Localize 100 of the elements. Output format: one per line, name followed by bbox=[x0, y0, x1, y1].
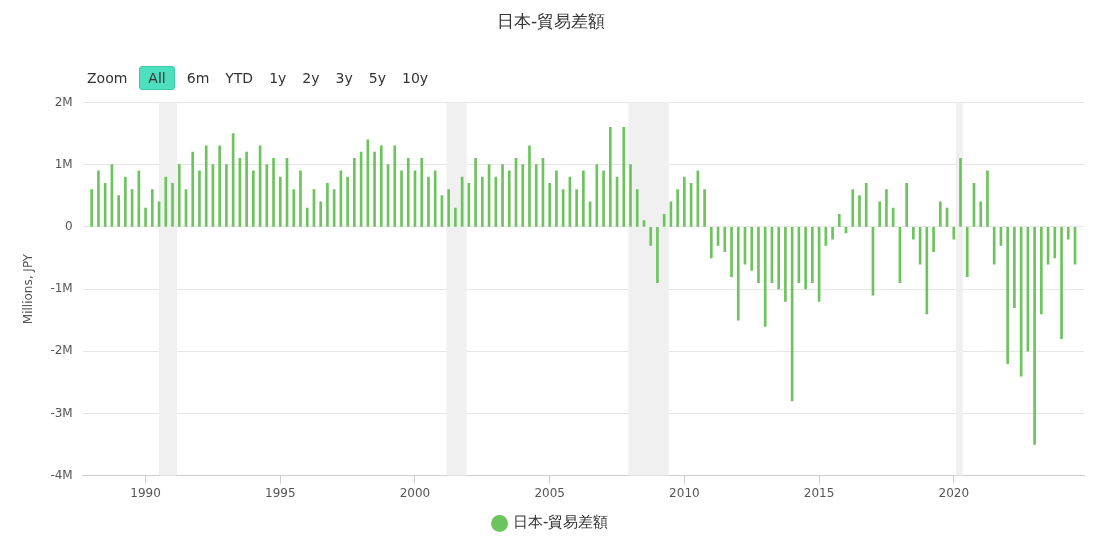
bar bbox=[90, 189, 94, 227]
bar bbox=[757, 226, 760, 284]
bar bbox=[1053, 226, 1057, 259]
bar bbox=[171, 182, 174, 227]
bar bbox=[481, 176, 484, 227]
bar bbox=[777, 226, 781, 290]
bar bbox=[703, 189, 706, 227]
bar bbox=[278, 176, 282, 227]
bar bbox=[811, 226, 814, 284]
bar bbox=[346, 176, 349, 227]
bar bbox=[992, 226, 996, 265]
bar bbox=[656, 226, 659, 284]
bar bbox=[736, 226, 740, 321]
y-tick-label: -1M bbox=[50, 281, 73, 296]
bar bbox=[191, 151, 195, 227]
bar bbox=[683, 176, 686, 227]
x-tick-label: 1990 bbox=[130, 485, 161, 500]
bar bbox=[373, 151, 376, 227]
bar bbox=[204, 145, 208, 227]
bar bbox=[575, 189, 578, 227]
y-tick-label: -4M bbox=[50, 467, 73, 482]
text: 1y bbox=[268, 69, 288, 88]
bar bbox=[474, 158, 477, 227]
chart-title: 日本-貿易差額 bbox=[496, 10, 606, 31]
x-tick-label: 2010 bbox=[669, 485, 700, 500]
text: 5y bbox=[367, 69, 387, 88]
bar bbox=[507, 170, 511, 227]
bar bbox=[305, 207, 309, 227]
bar bbox=[824, 226, 828, 246]
bar bbox=[198, 170, 201, 227]
bar bbox=[723, 226, 727, 253]
bar bbox=[272, 158, 275, 227]
bar bbox=[534, 164, 538, 227]
bar bbox=[164, 176, 168, 227]
text: 10y bbox=[400, 69, 430, 88]
bar bbox=[427, 176, 430, 227]
bar bbox=[905, 182, 908, 227]
bar bbox=[326, 182, 329, 227]
bar bbox=[433, 170, 437, 227]
bar bbox=[124, 176, 127, 227]
bar bbox=[454, 207, 457, 227]
bar bbox=[501, 164, 504, 227]
bar bbox=[784, 226, 787, 302]
bar bbox=[595, 164, 599, 227]
bar bbox=[150, 189, 154, 227]
bar bbox=[952, 226, 956, 240]
bar bbox=[319, 201, 323, 227]
bar bbox=[932, 226, 935, 253]
bar bbox=[117, 195, 120, 227]
bar bbox=[912, 226, 915, 240]
bar bbox=[837, 214, 841, 227]
bar bbox=[662, 214, 666, 227]
bar bbox=[851, 189, 855, 227]
bar bbox=[252, 170, 255, 227]
bar bbox=[710, 226, 713, 259]
bar bbox=[986, 170, 989, 227]
bar bbox=[521, 164, 525, 227]
bar bbox=[447, 189, 450, 227]
text: 2y bbox=[301, 69, 321, 88]
bar bbox=[245, 151, 248, 227]
bar bbox=[393, 145, 397, 227]
bar bbox=[292, 189, 296, 227]
bar bbox=[608, 126, 612, 227]
bar bbox=[406, 158, 410, 227]
x-tick-label: 2015 bbox=[803, 485, 835, 500]
bar bbox=[979, 201, 983, 227]
bar bbox=[730, 226, 733, 277]
text: All bbox=[139, 66, 175, 90]
bar bbox=[878, 201, 882, 227]
bar bbox=[629, 164, 632, 227]
bar bbox=[1060, 226, 1063, 340]
bar bbox=[528, 145, 531, 227]
bar bbox=[1066, 226, 1070, 240]
bar bbox=[97, 170, 100, 227]
bar bbox=[177, 164, 181, 227]
text: 6m bbox=[185, 69, 211, 88]
bar bbox=[218, 145, 221, 227]
bar bbox=[676, 189, 679, 227]
bar bbox=[831, 226, 834, 240]
legend-label: 日本-貿易差額 bbox=[513, 513, 609, 532]
bar bbox=[885, 189, 888, 227]
bar bbox=[265, 164, 269, 227]
y-tick-label: -3M bbox=[50, 405, 73, 420]
bar bbox=[555, 170, 558, 227]
text: Zoom bbox=[86, 69, 129, 88]
bar bbox=[1013, 226, 1016, 308]
bar bbox=[635, 189, 639, 227]
x-tick-label: 2005 bbox=[534, 485, 565, 500]
bar bbox=[649, 226, 653, 246]
bar bbox=[1033, 226, 1036, 445]
bar bbox=[353, 158, 356, 227]
bar bbox=[225, 164, 228, 227]
text: YTD bbox=[224, 69, 255, 88]
bar bbox=[763, 226, 767, 327]
y-tick-label: 0 bbox=[65, 218, 73, 233]
bar bbox=[420, 158, 424, 227]
text: 3y bbox=[334, 69, 354, 88]
x-tick-label: 1995 bbox=[265, 485, 296, 500]
bar bbox=[891, 207, 895, 227]
bar bbox=[965, 226, 969, 277]
